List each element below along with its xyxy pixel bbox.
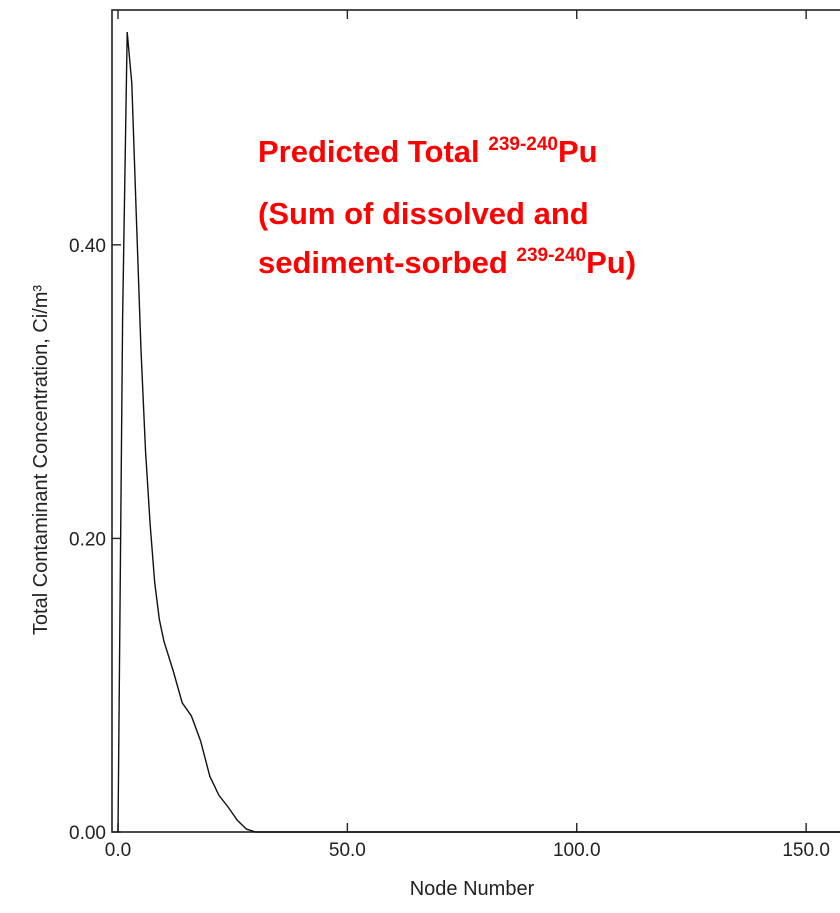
y-tick-label-0: 0.00 [69, 823, 106, 844]
x-tick-label-1: 50.0 [329, 840, 366, 861]
annotation-line-1-prefix: Predicted Total [258, 134, 489, 169]
annotation-line-3-prefix: sediment-sorbed [258, 245, 517, 280]
x-tick-label-3: 150.0 [782, 840, 830, 861]
annotation-line-2: (Sum of dissolved and [258, 196, 589, 232]
x-tick-label-0: 0.0 [105, 840, 131, 861]
y-axis-ticks: 0.00 0.20 0.40 [69, 236, 121, 844]
annotation-line-1-isotope: 239-240 [488, 134, 558, 155]
y-tick-label-2: 0.40 [69, 236, 106, 257]
annotation-line-2-text: (Sum of dissolved and [258, 196, 589, 231]
series-line [117, 31, 840, 833]
x-tick-label-2: 100.0 [553, 840, 601, 861]
annotation-line-3: sediment-sorbed 239-240Pu) [258, 245, 636, 286]
y-tick-label-1: 0.20 [69, 529, 106, 550]
y-axis-title: Total Contaminant Concentration, Ci/m³ [30, 285, 52, 635]
annotation-line-3-isotope: 239-240 [516, 245, 587, 266]
annotation-line-1-element: Pu [557, 134, 598, 169]
annotation-line-3-element: Pu) [586, 245, 637, 280]
x-axis-ticks: 0.0 50.0 100.0 150.0 [105, 10, 830, 861]
annotation-line-1: Predicted Total 239-240Pu [258, 134, 598, 175]
x-axis-title: Node Number [410, 878, 535, 900]
